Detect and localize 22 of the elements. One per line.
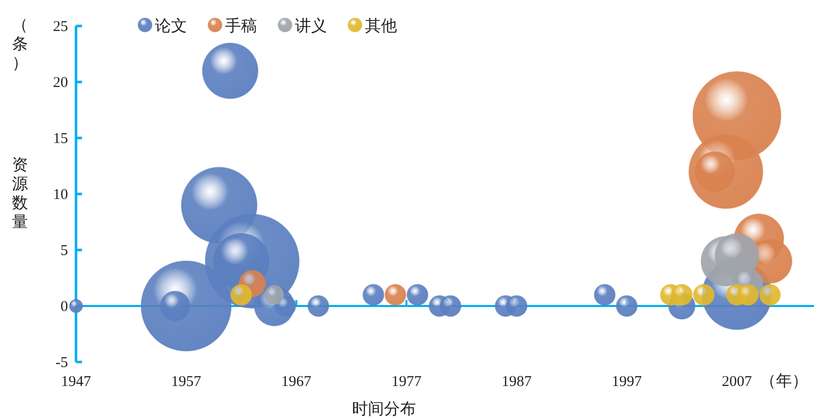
- x-tick-label: 2007: [722, 374, 752, 390]
- x-tick-label: 1977: [391, 374, 422, 390]
- text: （年）: [760, 373, 808, 390]
- legend-label: 手稿: [225, 17, 257, 35]
- x-tick-label: 1997: [612, 374, 642, 390]
- x-tick-label: 1987: [502, 374, 532, 390]
- legend-label: 其他: [365, 17, 397, 35]
- y-tick-label: 10: [53, 187, 68, 203]
- text: （条）: [12, 17, 28, 72]
- y-tick-label: -5: [56, 355, 68, 371]
- legend-label: 讲义: [295, 17, 327, 35]
- y-tick-label: 15: [53, 131, 68, 147]
- y-tick-label: 5: [60, 243, 68, 259]
- x-tick-label: 1957: [171, 374, 202, 390]
- x-tick-label: 1967: [281, 374, 312, 390]
- y-tick-label: 0: [60, 299, 68, 315]
- legend-label: 论文: [155, 17, 187, 35]
- x-tick-label: 1947: [61, 374, 92, 390]
- y-axis-title: 资源数量: [12, 156, 28, 231]
- y-tick-label: 25: [53, 19, 68, 35]
- x-axis-title: 时间分布: [352, 400, 416, 418]
- y-tick-label: 20: [53, 75, 68, 91]
